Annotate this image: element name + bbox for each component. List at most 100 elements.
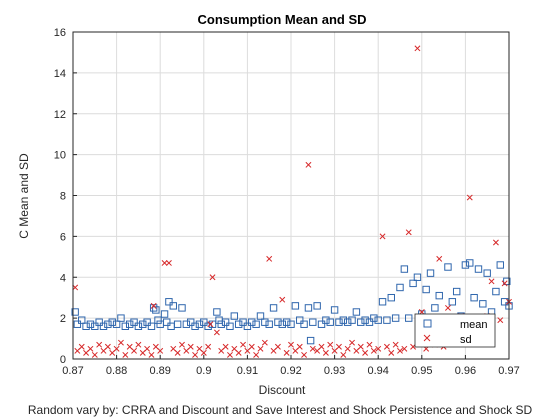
sd-point <box>148 351 155 358</box>
sd-point <box>165 259 172 266</box>
mean-point <box>86 320 95 328</box>
x-tick-label: 0.88 <box>106 365 127 377</box>
y-tick-label: 8 <box>60 191 66 203</box>
sd-point <box>122 351 129 358</box>
mean-point <box>248 318 256 326</box>
sd-point <box>283 349 290 356</box>
y-tick-label: 0 <box>60 354 66 366</box>
sd-point <box>135 341 142 348</box>
mean-point <box>208 320 217 328</box>
mean-point <box>500 298 509 306</box>
mean-point <box>256 312 265 320</box>
sd-point <box>113 345 120 352</box>
y-tick-label: 10 <box>54 150 66 162</box>
mean-point <box>182 320 191 328</box>
mean-point <box>99 322 108 331</box>
mean-point <box>330 306 339 314</box>
mean-point <box>143 318 151 326</box>
mean-point <box>139 320 147 328</box>
sd-point <box>96 341 103 348</box>
mean-point <box>387 293 395 302</box>
mean-point <box>431 304 439 312</box>
mean-point <box>73 320 82 328</box>
sd-point <box>205 343 212 350</box>
mean-point <box>304 304 313 312</box>
sd-point <box>235 349 242 356</box>
sd-point <box>379 233 386 240</box>
sd-point <box>78 343 85 350</box>
mean-point <box>195 320 204 328</box>
mean-point <box>335 318 343 326</box>
y-tick-label: 14 <box>54 68 66 80</box>
mean-point <box>269 304 278 312</box>
sd-point <box>288 341 294 348</box>
mean-point <box>348 316 356 324</box>
sd-point <box>174 349 181 356</box>
mean-point <box>378 298 387 306</box>
mean-point <box>152 306 160 314</box>
sd-point <box>362 349 369 356</box>
mean-point <box>296 316 304 324</box>
mean-point <box>287 320 295 328</box>
sd-point <box>388 349 395 356</box>
mean-point <box>261 318 269 326</box>
sd-point <box>187 343 194 350</box>
mean-point <box>503 277 511 286</box>
mean-point <box>448 298 457 306</box>
mean-point <box>178 304 186 312</box>
sd-point <box>375 345 382 352</box>
x-tick-label: 0.89 <box>149 365 170 377</box>
legend-mean-label: mean <box>460 319 488 331</box>
sd-point <box>405 229 412 236</box>
mean-point <box>274 318 282 326</box>
mean-point <box>213 308 221 316</box>
mean-point <box>322 316 330 324</box>
mean-point <box>130 318 138 326</box>
mean-point <box>470 293 478 302</box>
mean-point <box>452 287 461 296</box>
mean-point <box>405 314 413 322</box>
mean-point <box>234 320 243 328</box>
mean-point <box>163 318 171 326</box>
y-axis-label: C Mean and SD <box>17 153 31 239</box>
sd-point <box>279 296 286 303</box>
mean-point <box>361 316 369 324</box>
legend-sd-label: sd <box>460 334 472 346</box>
sd-point <box>466 194 473 201</box>
sd-point <box>266 255 273 262</box>
legend-mean-marker <box>423 319 432 328</box>
x-tick-label: 0.91 <box>237 365 258 377</box>
sd-point <box>318 343 325 350</box>
mean-point <box>357 318 365 326</box>
mean-point <box>112 320 121 328</box>
mean-point <box>466 259 474 267</box>
mean-point <box>409 279 417 288</box>
sd-point <box>305 161 312 168</box>
mean-point <box>95 318 103 326</box>
mean-point <box>479 300 487 308</box>
mean-point <box>173 320 182 328</box>
mean-point <box>309 318 317 326</box>
sd-point <box>327 341 334 348</box>
sd-point <box>248 343 255 350</box>
mean-point <box>165 298 173 306</box>
sd-point <box>296 343 303 350</box>
plot-markers <box>71 45 513 358</box>
sd-point <box>397 347 403 354</box>
sd-point <box>144 345 151 352</box>
mean-point <box>413 273 422 281</box>
sd-point <box>370 347 377 354</box>
mean-point <box>134 322 143 331</box>
mean-point <box>400 265 409 273</box>
mean-point <box>187 318 195 326</box>
sd-point <box>349 339 355 346</box>
sd-point <box>222 343 229 350</box>
sd-point <box>257 345 264 352</box>
sd-point <box>414 45 421 52</box>
mean-point <box>492 287 500 296</box>
x-tick-label: 0.95 <box>411 365 432 377</box>
mean-point <box>444 263 452 271</box>
mean-point <box>483 269 491 277</box>
sd-point <box>192 351 199 358</box>
mean-point <box>352 308 361 316</box>
